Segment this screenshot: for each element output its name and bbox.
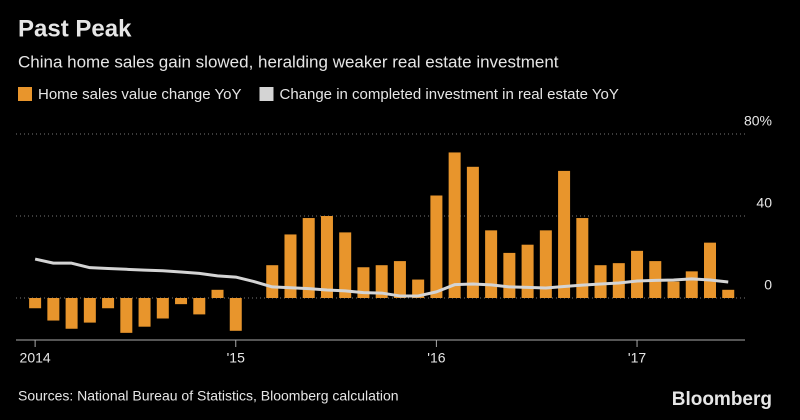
bar bbox=[175, 298, 188, 305]
bar bbox=[503, 252, 516, 298]
bar bbox=[266, 265, 279, 298]
x-tick-label: '17 bbox=[628, 350, 646, 366]
bar bbox=[375, 265, 388, 298]
legend-swatch bbox=[18, 87, 32, 101]
x-tick-label: 2014 bbox=[20, 350, 51, 366]
bar bbox=[65, 298, 78, 329]
legend-swatch bbox=[259, 87, 274, 101]
bar bbox=[430, 195, 443, 298]
bar bbox=[211, 289, 224, 298]
bar bbox=[193, 298, 206, 315]
bar bbox=[521, 244, 534, 298]
chart-title: Past Peak bbox=[18, 15, 132, 42]
bar bbox=[539, 230, 552, 298]
brand: Bloomberg bbox=[672, 389, 772, 410]
bar bbox=[594, 265, 607, 298]
x-tick-label: '16 bbox=[427, 350, 445, 366]
line bbox=[34, 257, 729, 298]
bar bbox=[47, 298, 60, 321]
bar bbox=[339, 232, 352, 298]
bar bbox=[485, 230, 498, 298]
bar bbox=[357, 267, 370, 298]
y-tick-label: 0 bbox=[764, 277, 772, 293]
bar bbox=[83, 298, 96, 323]
source: Sources: National Bureau of Statistics, … bbox=[18, 388, 399, 404]
bar bbox=[704, 242, 716, 298]
bar bbox=[667, 281, 680, 298]
bar bbox=[284, 234, 297, 298]
bar bbox=[612, 263, 625, 298]
legend-label: Home sales value change YoY bbox=[38, 86, 241, 103]
y-tick-label: 40 bbox=[756, 195, 772, 211]
bar bbox=[393, 261, 406, 298]
bar bbox=[448, 152, 461, 298]
bar bbox=[138, 298, 151, 327]
x-tick-label: '15 bbox=[227, 350, 245, 366]
bar bbox=[302, 218, 315, 298]
y-tick-label: 80% bbox=[744, 113, 772, 129]
legend-label: Change in completed investment in real e… bbox=[279, 86, 618, 103]
bar bbox=[466, 166, 479, 298]
bar bbox=[229, 298, 242, 331]
bar bbox=[412, 279, 425, 298]
bar bbox=[102, 298, 115, 309]
bar bbox=[576, 218, 589, 298]
bar bbox=[722, 289, 735, 298]
bar bbox=[120, 298, 133, 333]
bar bbox=[156, 298, 169, 319]
bar bbox=[320, 216, 333, 298]
bar bbox=[631, 250, 644, 298]
bar bbox=[685, 271, 698, 298]
bar bbox=[558, 170, 571, 298]
bar bbox=[29, 298, 42, 309]
chart-subtitle: China home sales gain slowed, heralding … bbox=[18, 52, 559, 71]
